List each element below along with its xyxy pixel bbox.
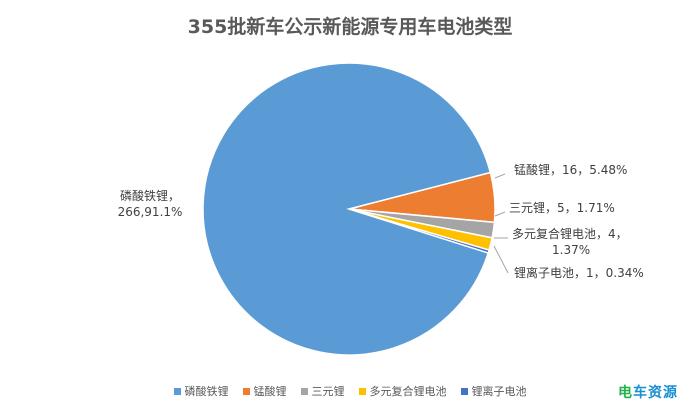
data-label-4: 锂离子电池，1，0.34%	[514, 265, 644, 280]
legend-item-4: 锂离子电池	[460, 383, 527, 399]
legend-swatch-1	[242, 387, 250, 395]
leader-line-1	[494, 173, 506, 179]
data-label-3: 多元复合锂电池，4， 1.37%	[512, 226, 628, 257]
data-label-1: 锰酸锂，16，5.48%	[514, 162, 627, 177]
legend-swatch-4	[460, 387, 468, 395]
leader-line-2	[494, 211, 506, 217]
legend-label-3: 多元复合锂电池	[369, 385, 447, 398]
leader-line-4	[493, 245, 509, 274]
brand-logo: 电车资源	[618, 385, 678, 401]
legend-label-0: 磷酸铁锂	[184, 385, 229, 398]
legend-swatch-0	[173, 387, 181, 395]
legend-item-3: 多元复合锂电池	[358, 383, 447, 399]
legend-swatch-2	[300, 387, 308, 395]
pie-slice-0	[202, 62, 492, 356]
legend-label-4: 锂离子电池	[471, 385, 527, 398]
chart-title: 355批新车公示新能源专用车电池类型	[187, 16, 513, 38]
data-label-2: 三元锂，5，1.71%	[509, 200, 615, 215]
legend-item-1: 锰酸锂	[242, 383, 287, 399]
chart-legend: 磷酸铁锂 锰酸锂 三元锂 多元复合锂电池 锂离子电池	[0, 383, 700, 399]
legend-item-0: 磷酸铁锂	[173, 383, 229, 399]
data-label-0: 磷酸铁锂， 266,91.1%	[118, 188, 183, 219]
legend-label-1: 锰酸锂	[253, 385, 287, 398]
legend-label-2: 三元锂	[311, 385, 345, 398]
legend-item-2: 三元锂	[300, 383, 345, 399]
legend-swatch-3	[358, 387, 366, 395]
